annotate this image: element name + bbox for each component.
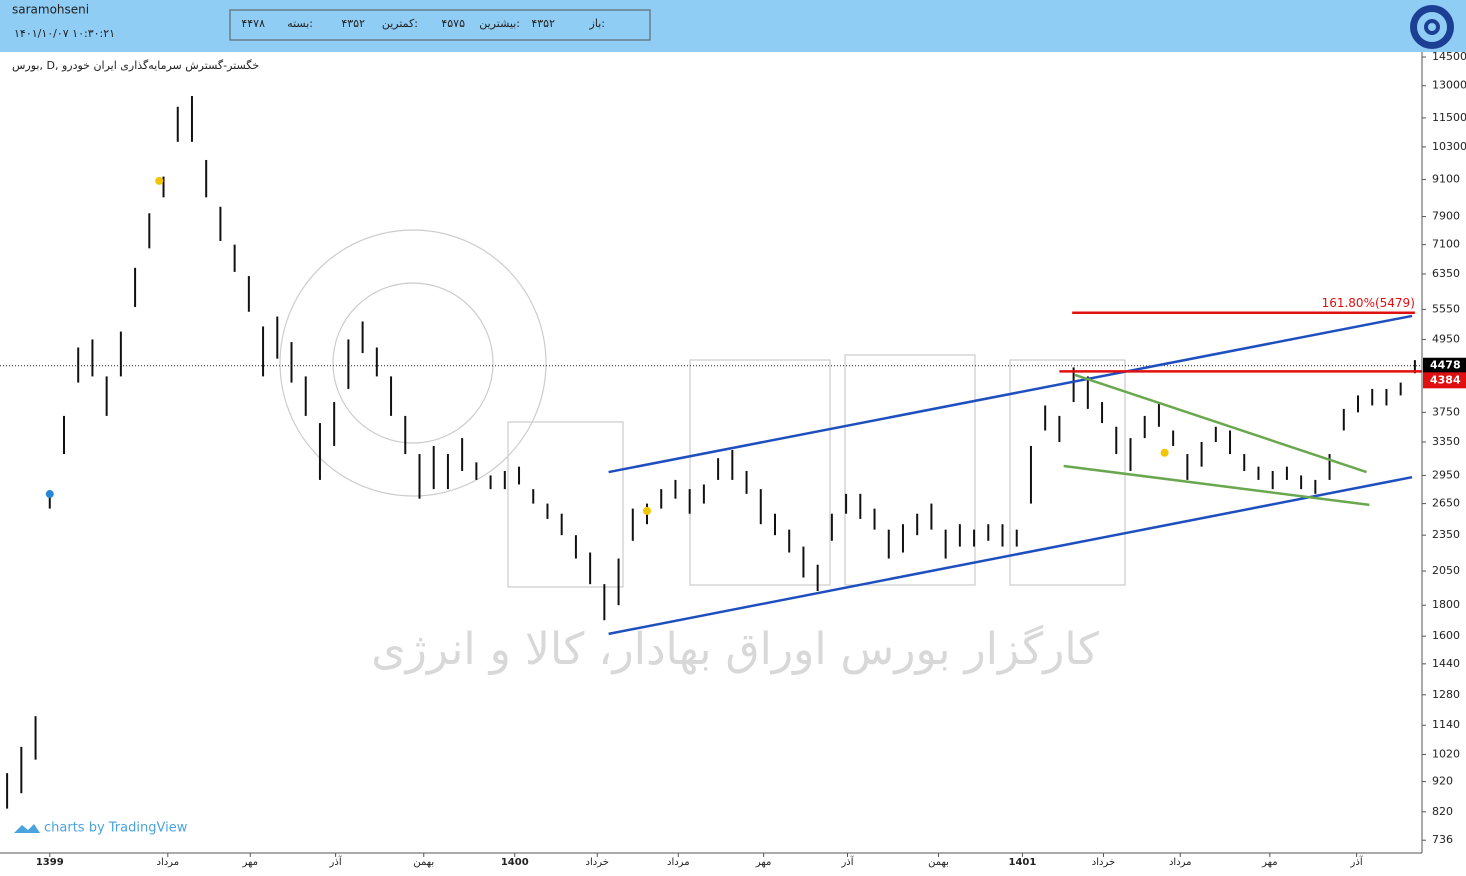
watermark-text: کارگزار بورس اوراق بهادار، کالا و انرژی — [371, 624, 1099, 675]
x-tick-label: آذر — [329, 855, 343, 868]
marker — [155, 176, 164, 185]
level-label: 161.80%(5479) — [1322, 296, 1415, 310]
x-tick-label: مهر — [755, 857, 771, 868]
y-tick-label: 7100 — [1432, 238, 1460, 251]
y-tick-label: 2350 — [1432, 528, 1460, 541]
y-tick-label: 820 — [1432, 805, 1453, 818]
branding: charts by TradingView — [44, 821, 188, 836]
y-tick-label: 1800 — [1432, 598, 1460, 611]
tv-logo — [14, 824, 40, 833]
stats-box — [229, 9, 651, 41]
trend-line — [608, 314, 1413, 474]
stat-value: ۴۵۷۵ — [441, 17, 465, 30]
y-tick-label: 10300 — [1432, 140, 1466, 153]
y-tick-label: 7900 — [1432, 210, 1460, 223]
y-tick-label: 13000 — [1432, 79, 1466, 92]
x-tick-label: خرداد — [586, 857, 609, 868]
x-tick-label: 1399 — [36, 857, 64, 868]
y-tick-label: 3350 — [1432, 435, 1460, 448]
y-tick-label: 920 — [1432, 775, 1453, 788]
x-tick-label: مرداد — [667, 857, 690, 868]
trend-line — [608, 475, 1413, 636]
stat-label: کمترین: — [382, 17, 418, 30]
stat-value: ۴۴۷۸ — [241, 17, 265, 30]
y-tick-label: 1280 — [1432, 688, 1460, 701]
stat-label: بیشترین: — [479, 17, 520, 30]
stat-value: ۴۳۵۲ — [531, 17, 555, 30]
x-tick-label: 1401 — [1008, 857, 1036, 868]
stat-value: ۴۳۵۲ — [341, 17, 365, 30]
trend-line — [1074, 373, 1367, 474]
x-tick-label: بهمن — [413, 857, 434, 868]
y-tick-label: 2050 — [1432, 564, 1460, 577]
logo — [1410, 5, 1454, 49]
x-tick-label: خرداد — [1092, 857, 1115, 868]
stat-label: باز: — [589, 17, 605, 30]
y-tick-label: 3750 — [1432, 405, 1460, 418]
stat-label: بسته: — [287, 17, 313, 30]
watermark-logo — [279, 229, 1126, 588]
y-tick-label: 736 — [1432, 833, 1453, 846]
datetime: ۱۴۰۱/۱۰/۰۷ ۱۰:۳۰:۲۱ — [14, 27, 115, 40]
y-tick-label: 6350 — [1432, 267, 1460, 280]
marker — [45, 490, 54, 499]
x-tick-label: مهر — [1261, 857, 1277, 868]
y-tick-label: 1020 — [1432, 747, 1460, 760]
y-tick-label: 2950 — [1432, 468, 1460, 481]
last-price-label: 4478 — [1430, 359, 1461, 372]
user-name: saramohseni — [12, 3, 89, 17]
chart-title: بورس, D, خگستر-گسترش سرمایه‌گذاری ایران … — [12, 59, 259, 72]
level-tag-label: 4384 — [1430, 373, 1461, 386]
trend-line — [1063, 464, 1370, 507]
marker — [643, 506, 652, 515]
x-tick-label: آذر — [840, 855, 854, 868]
y-tick-label: 1440 — [1432, 657, 1460, 670]
y-tick-label: 2650 — [1432, 497, 1460, 510]
y-tick-label: 1600 — [1432, 629, 1460, 642]
x-tick-label: بهمن — [928, 857, 949, 868]
header-band — [0, 0, 1466, 52]
x-tick-label: مرداد — [157, 857, 180, 868]
x-tick-label: مرداد — [1169, 857, 1192, 868]
marker — [1160, 448, 1169, 457]
y-tick-label: 9100 — [1432, 172, 1460, 185]
level-tag — [1423, 372, 1466, 389]
y-tick-label: 4950 — [1432, 332, 1460, 345]
x-tick-label: مهر — [242, 857, 258, 868]
last-price-tag — [1423, 357, 1466, 374]
y-tick-label: 14500 — [1432, 50, 1466, 63]
x-tick-label: 1400 — [501, 857, 529, 868]
y-tick-label: 5550 — [1432, 302, 1460, 315]
x-tick-label: آذر — [1350, 855, 1364, 868]
y-tick-label: 11500 — [1432, 111, 1466, 124]
y-tick-label: 1140 — [1432, 718, 1460, 731]
